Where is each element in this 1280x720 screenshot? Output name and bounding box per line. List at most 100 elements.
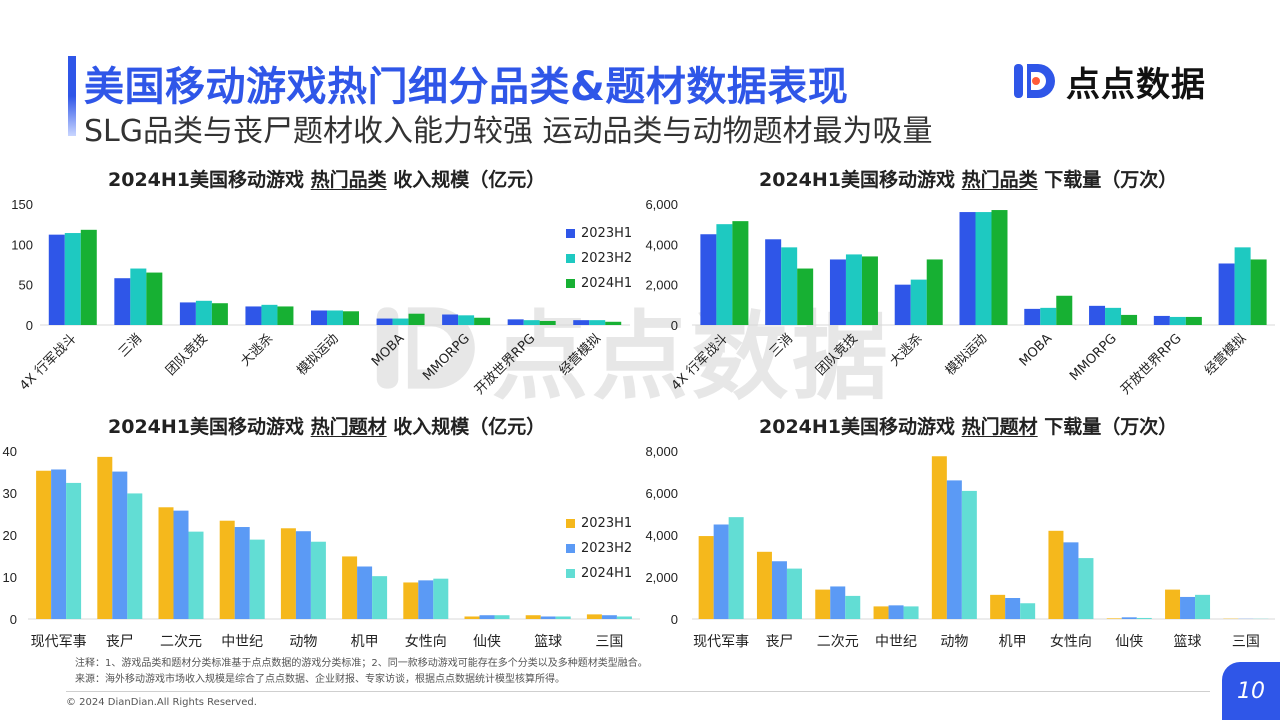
theme_downloads-bar: [830, 586, 846, 619]
theme_downloads-x-tick-label: 丧尸: [765, 634, 793, 650]
title-accent-bar: [68, 56, 76, 136]
legend-item: 2023H1: [566, 221, 632, 246]
cat_revenue-x-tick-label: 大逃杀: [238, 331, 276, 369]
theme_revenue-y-tick-label: 40: [3, 444, 17, 459]
theme_downloads-x-tick-label: 机甲: [999, 634, 1027, 650]
cat_downloads-bar: [1250, 259, 1267, 325]
theme_revenue-x-tick-label: 现代军事: [31, 634, 87, 650]
cat-revenue-title-emphasis: 热门品类: [310, 169, 387, 191]
theme_revenue-bar: [51, 469, 67, 619]
theme_downloads-x-tick-label: 动物: [940, 634, 968, 650]
cat_revenue-bar: [523, 320, 540, 325]
cat_revenue-bar: [474, 317, 491, 325]
theme_revenue-bar: [66, 482, 82, 619]
theme_revenue-bar: [295, 531, 311, 619]
cat-downloads-title-suffix: 下载量（万次）: [1037, 169, 1178, 191]
legend-label: 2024H1: [581, 566, 633, 581]
cat_downloads-bar: [1185, 316, 1202, 325]
cat_revenue-x-tick-label: 开放世界RPG: [472, 331, 538, 397]
legend-label: 2023H2: [581, 541, 633, 556]
theme_revenue-bar: [555, 616, 571, 619]
cat_revenue-y-tick-label: 50: [19, 278, 33, 293]
cat_downloads-bar: [716, 224, 733, 325]
cat_downloads-bar: [700, 234, 717, 325]
cat_revenue-bar: [573, 320, 590, 325]
theme_downloads-bar: [1048, 530, 1064, 619]
cat-downloads-title-emphasis: 热门品类: [961, 169, 1038, 191]
cat_downloads-bar: [1121, 314, 1138, 325]
theme_revenue-bar: [249, 539, 265, 619]
cat_revenue-x-tick-label: 三消: [116, 331, 145, 360]
theme_downloads-bar: [1136, 617, 1152, 619]
cat-revenue-title-suffix: 收入规模（亿元）: [386, 169, 546, 191]
cat_revenue-bar: [195, 300, 212, 325]
legend-swatch: [566, 569, 575, 578]
cat_revenue-bar: [458, 315, 475, 325]
cat_revenue-y-tick-label: 100: [11, 237, 33, 252]
cat_downloads-bar: [732, 221, 749, 325]
theme_downloads-x-tick-label: 三国: [1232, 634, 1260, 650]
theme-legend: 2023H1 2023H2 2024H1: [566, 511, 632, 586]
cat_downloads-bar: [861, 256, 878, 325]
theme-revenue-title-suffix: 收入规模（亿元）: [386, 416, 546, 438]
theme_downloads-bar: [786, 568, 802, 619]
legend-label: 2024H1: [581, 276, 633, 291]
legend-swatch: [566, 279, 575, 288]
cat_downloads-bar: [1218, 263, 1235, 325]
cat-downloads-title-prefix: 2024H1美国移动游戏: [759, 169, 962, 191]
cat_downloads-y-tick-label: 4,000: [645, 237, 678, 252]
theme_downloads-bar: [698, 536, 714, 619]
legend-item: 2023H2: [566, 536, 632, 561]
theme_downloads-x-tick-label: 仙侠: [1115, 634, 1143, 650]
cat_revenue-x-tick-label: MMORPG: [420, 331, 473, 384]
theme_revenue-x-tick-label: 机甲: [351, 634, 379, 650]
theme_revenue-bar: [479, 615, 495, 619]
cat_revenue-bar: [277, 306, 294, 325]
theme-revenue-title-prefix: 2024H1美国移动游戏: [108, 416, 311, 438]
cat_revenue-bar: [376, 318, 393, 325]
category-legend: 2023H1 2023H2 2024H1: [566, 221, 632, 296]
cat_revenue-y-tick-label: 0: [26, 318, 33, 333]
cat-revenue-title-prefix: 2024H1美国移动游戏: [108, 169, 311, 191]
notes: 注释：1、游戏品类和题材分类标准基于点点数据的游戏分类标准；2、同一款移动游戏可…: [75, 656, 648, 688]
cat_downloads-x-tick-label: 大逃杀: [887, 331, 925, 369]
cat_downloads-bar: [959, 212, 976, 325]
legend-swatch: [566, 229, 575, 238]
theme_downloads-bar: [931, 456, 947, 619]
theme-downloads-title-suffix: 下载量（万次）: [1037, 416, 1178, 438]
theme_revenue-bar: [112, 471, 128, 619]
source-line: 来源：海外移动游戏市场收入规模是综合了点点数据、企业财报、专家访谈，根据点点数据…: [75, 674, 565, 685]
theme_revenue-x-tick-label: 动物: [289, 634, 317, 650]
theme_revenue-bar: [219, 520, 235, 619]
cat_downloads-bar: [829, 259, 846, 325]
theme_downloads-x-tick-label: 女性向: [1050, 633, 1092, 650]
theme_revenue-bar: [586, 614, 602, 619]
cat_downloads-bar: [894, 284, 911, 325]
theme-downloads-title-emphasis: 热门题材: [961, 416, 1038, 438]
legend-label: 2023H2: [581, 251, 633, 266]
theme_downloads-bar: [815, 589, 831, 619]
theme_downloads-y-tick-label: 8,000: [645, 444, 678, 459]
legend-swatch: [566, 519, 575, 528]
theme_revenue-bar: [525, 615, 541, 619]
legend-swatch: [566, 254, 575, 263]
cat-downloads-title: 2024H1美国移动游戏 热门品类 下载量（万次）: [759, 165, 1177, 192]
legend-item: 2024H1: [566, 561, 632, 586]
cat_revenue-bar: [245, 306, 262, 325]
cat_downloads-bar: [1153, 315, 1170, 325]
cat_downloads-x-tick-label: 经营模拟: [1202, 331, 1249, 378]
cat_revenue-bar: [261, 304, 278, 325]
theme_downloads-bar: [946, 480, 962, 619]
theme_downloads-bar: [1121, 617, 1137, 619]
cat_revenue-bar: [48, 234, 65, 325]
theme_revenue-bar: [234, 527, 250, 619]
cat_revenue-bar: [392, 318, 409, 325]
cat_downloads-bar: [991, 210, 1008, 325]
theme_revenue-bar: [494, 615, 510, 619]
cat_downloads-bar: [1056, 295, 1073, 325]
theme_revenue-y-tick-label: 30: [3, 486, 17, 501]
diandian-logo-icon: [1014, 64, 1055, 98]
copyright: © 2024 DianDian.All Rights Reserved.: [66, 697, 257, 708]
legend-item: 2024H1: [566, 271, 632, 296]
cat_downloads-bar: [1169, 316, 1186, 325]
